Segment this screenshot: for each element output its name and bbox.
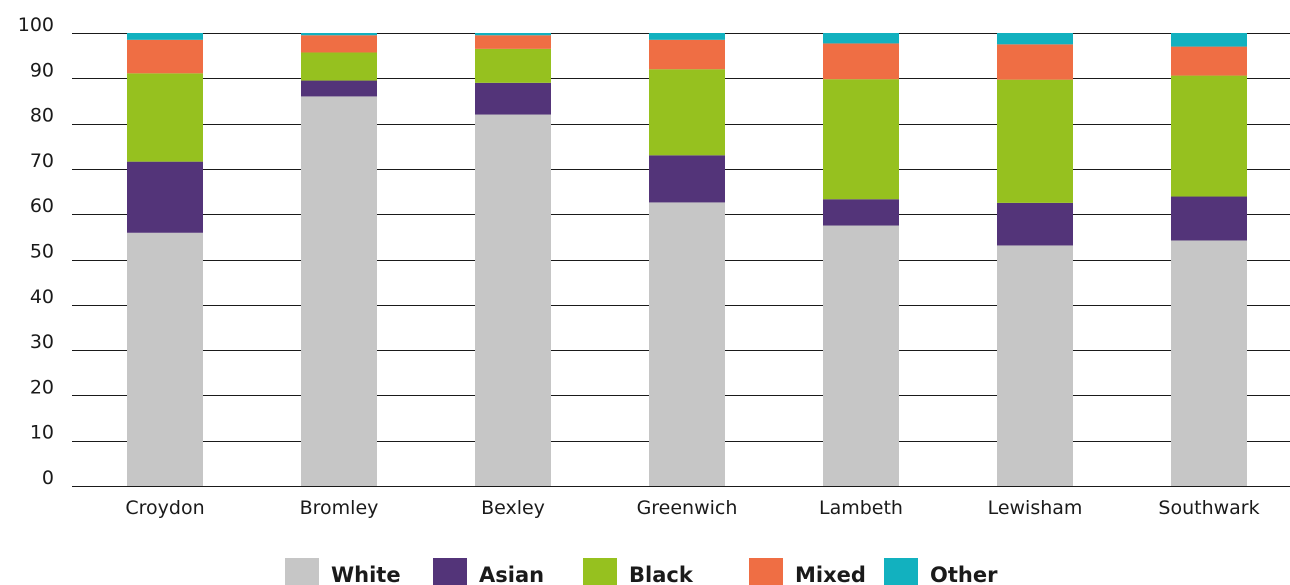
bar-lambeth-black <box>823 79 899 200</box>
bar-bromley-mixed <box>301 35 377 53</box>
bar-croydon-black <box>127 73 203 162</box>
x-tick-label-southwark: Southwark <box>1158 497 1259 519</box>
x-axis: Croydon Bromley Bexley Greenwich Lambeth Lewi… <box>125 497 1259 519</box>
y-tick-label-0: 0 <box>42 467 54 489</box>
bar-greenwich-asian <box>649 155 725 203</box>
bar-southwark-asian <box>1171 196 1247 241</box>
legend-label-mixed: Mixed <box>795 563 866 585</box>
y-tick-label-100: 100 <box>18 14 54 36</box>
bars <box>127 33 1247 487</box>
y-tick-label-40: 40 <box>30 286 54 308</box>
bar-bexley-white <box>475 114 551 486</box>
bar-southwark-mixed <box>1171 46 1247 76</box>
bar-lambeth-mixed <box>823 43 899 80</box>
x-tick-label-greenwich: Greenwich <box>637 497 738 519</box>
x-tick-label-lambeth: Lambeth <box>819 497 903 519</box>
legend-swatch-mixed <box>749 558 783 585</box>
bar-croydon-asian <box>127 161 203 233</box>
y-tick-label-20: 20 <box>30 376 54 398</box>
bar-bexley-asian <box>475 82 551 115</box>
bar-bromley-other <box>301 33 377 36</box>
bar-southwark-white <box>1171 240 1247 486</box>
bar-lewisham-white <box>997 245 1073 486</box>
bar-southwark-black <box>1171 75 1247 197</box>
x-tick-label-bexley: Bexley <box>481 497 545 519</box>
y-tick-label-70: 70 <box>30 150 54 172</box>
bar-lewisham-mixed <box>997 44 1073 80</box>
x-tick-label-croydon: Croydon <box>125 497 204 519</box>
x-tick-label-bromley: Bromley <box>300 497 379 519</box>
bar-lewisham-black <box>997 79 1073 203</box>
bar-lambeth-white <box>823 225 899 486</box>
bar-bromley-white <box>301 96 377 487</box>
y-tick-label-10: 10 <box>30 422 54 444</box>
bar-lewisham-asian <box>997 202 1073 246</box>
bar-lewisham-other <box>997 33 1073 45</box>
bar-lambeth-other <box>823 33 899 44</box>
y-axis: 0 10 20 30 40 50 60 70 80 90 100 <box>18 14 54 489</box>
y-tick-label-90: 90 <box>30 59 54 81</box>
y-tick-label-80: 80 <box>30 105 54 127</box>
bar-lambeth-asian <box>823 199 899 226</box>
bar-croydon-white <box>127 232 203 486</box>
y-tick-label-50: 50 <box>30 241 54 263</box>
bar-greenwich-black <box>649 69 725 156</box>
legend-swatch-black <box>583 558 617 585</box>
legend-label-white: White <box>331 563 401 585</box>
bar-southwark-other <box>1171 33 1247 47</box>
bar-greenwich-other <box>649 33 725 40</box>
bar-greenwich-mixed <box>649 39 725 70</box>
legend-swatch-other <box>884 558 918 585</box>
bar-croydon-mixed <box>127 39 203 74</box>
y-tick-label-30: 30 <box>30 331 54 353</box>
legend-label-black: Black <box>629 563 694 585</box>
bar-bexley-mixed <box>475 35 551 49</box>
bar-croydon-other <box>127 33 203 40</box>
legend: White Asian Black Mixed Other <box>285 558 998 585</box>
legend-label-other: Other <box>930 563 998 585</box>
bar-bromley-asian <box>301 80 377 97</box>
bar-bexley-other <box>475 33 551 36</box>
bar-bexley-black <box>475 48 551 83</box>
legend-label-asian: Asian <box>479 563 544 585</box>
bar-greenwich-white <box>649 202 725 486</box>
x-tick-label-lewisham: Lewisham <box>988 497 1083 519</box>
legend-swatch-asian <box>433 558 467 585</box>
legend-swatch-white <box>285 558 319 585</box>
bar-bromley-black <box>301 52 377 81</box>
y-tick-label-60: 60 <box>30 195 54 217</box>
